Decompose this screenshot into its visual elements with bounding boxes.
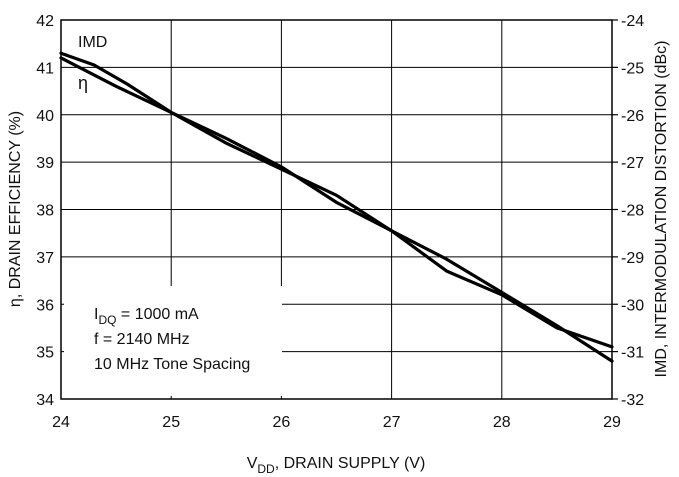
note-line-3: 10 MHz Tone Spacing xyxy=(94,356,250,373)
x-tick-label: 28 xyxy=(493,414,511,431)
note-line-1: IDQ = 1000 mA xyxy=(94,306,199,327)
y-left-tick-label: 34 xyxy=(36,392,54,409)
y-right-tick-label: -29 xyxy=(621,250,644,267)
imd-series-line xyxy=(59,51,614,363)
x-axis-title: VDD, DRAIN SUPPLY (V) xyxy=(247,455,426,476)
y-right-axis-title: IMD, INTERMODULATION DISTORTION (dBc) xyxy=(653,41,670,378)
y-left-tick-label: 41 xyxy=(36,60,54,77)
series-layer xyxy=(59,51,614,363)
note-box xyxy=(64,286,282,396)
y-right-tick-label: -26 xyxy=(621,108,644,125)
y-left-tick-label: 37 xyxy=(36,250,54,267)
curve-label-imd: IMD xyxy=(78,34,107,51)
y-right-tick-label: -30 xyxy=(621,297,644,314)
y-left-tick-label: 42 xyxy=(36,13,54,30)
y-left-tick-label: 38 xyxy=(36,203,54,220)
x-tick-label: 29 xyxy=(603,414,621,431)
y-left-axis-title: η, DRAIN EFFICIENCY (%) xyxy=(7,111,24,307)
x-tick-label: 24 xyxy=(52,414,70,431)
tick-layer: 24 25 26 27 28 29 34 35 36 37 38 39 40 41 42 -32 -31 -30 -… xyxy=(36,13,644,431)
y-right-tick-label: -32 xyxy=(621,392,644,409)
y-right-tick-label: -25 xyxy=(621,60,644,77)
efficiency-series-line xyxy=(59,56,614,349)
y-left-tick-label: 39 xyxy=(36,155,54,172)
y-left-tick-label: 35 xyxy=(36,345,54,362)
y-right-tick-label: -31 xyxy=(621,345,644,362)
x-tick-label: 27 xyxy=(383,414,401,431)
x-tick-label: 25 xyxy=(162,414,180,431)
y-right-tick-label: -28 xyxy=(621,203,644,220)
curve-label-eta: η xyxy=(78,73,88,93)
note-line-2: f = 2140 MHz xyxy=(94,331,190,348)
y-left-tick-label: 36 xyxy=(36,297,54,314)
y-right-tick-label: -24 xyxy=(621,13,644,30)
y-right-tick-label: -27 xyxy=(621,155,644,172)
x-tick-label: 26 xyxy=(273,414,291,431)
y-left-tick-label: 40 xyxy=(36,108,54,125)
